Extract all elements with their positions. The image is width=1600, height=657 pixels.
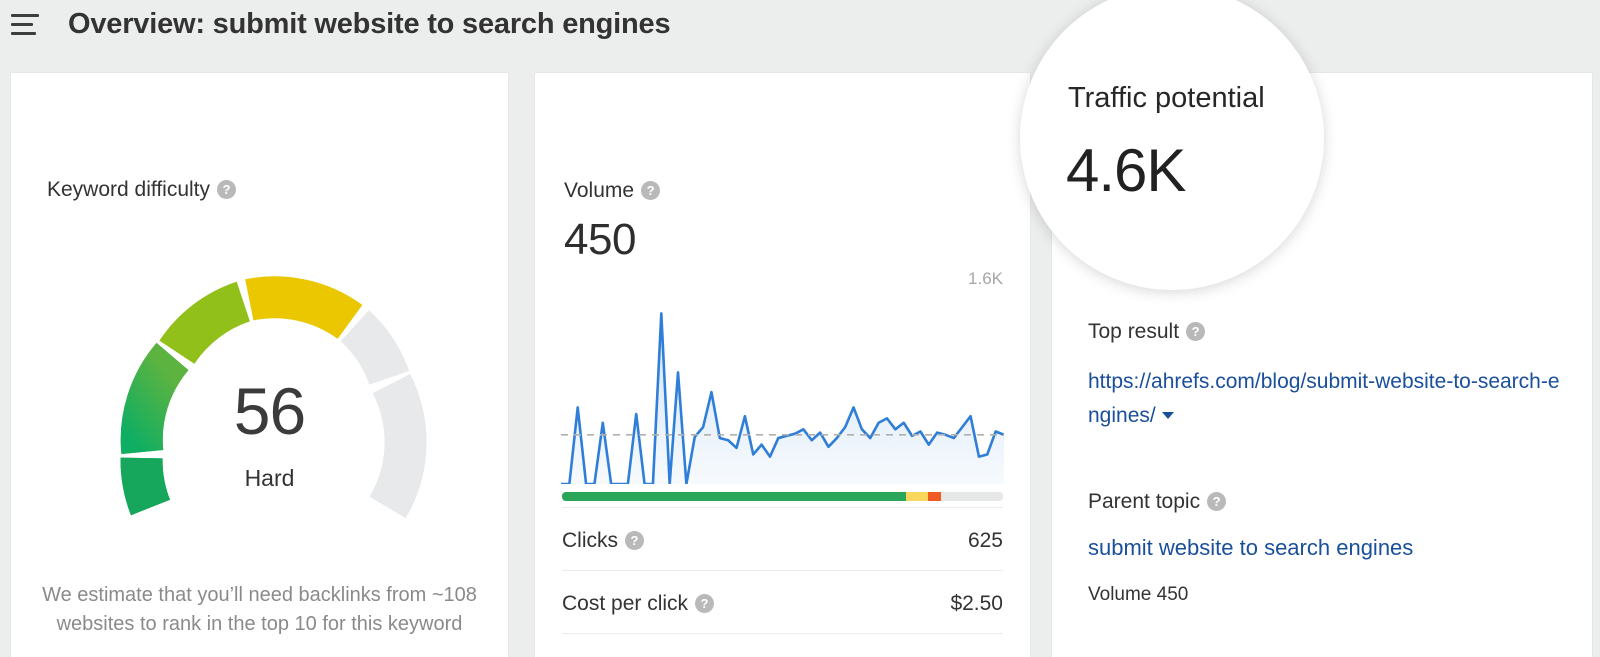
metric-value: 625 (967, 529, 1003, 552)
help-icon[interactable]: ? (217, 180, 237, 199)
keyword-difficulty-card: Keyword difficulty? (11, 73, 508, 657)
difficulty-gauge: 56 Hard (97, 253, 442, 519)
keyword-difficulty-label: Keyword difficulty? (47, 178, 237, 202)
volume-label-text: Volume (564, 179, 635, 202)
parent-topic-link[interactable]: submit website to search engines (1088, 535, 1414, 560)
gauge-seg-3 (159, 281, 251, 365)
top-result-label-text: Top result (1088, 320, 1180, 343)
metric-row: Clicks per search? 1.46 (562, 633, 1003, 657)
help-icon[interactable]: ? (625, 531, 644, 550)
parent-topic-volume: Volume 450 (1088, 584, 1189, 605)
top-result-label: Top result? (1088, 320, 1206, 344)
volume-card: Volume? 450 1.6K Clicks? 625 (535, 73, 1030, 657)
parent-topic-label-text: Parent topic (1088, 490, 1201, 513)
sparkline-svg (561, 312, 1005, 486)
parent-topic-label: Parent topic? (1088, 490, 1227, 514)
metric-value: $2.50 (950, 592, 1003, 615)
metric-label-text: Clicks per search (562, 655, 723, 657)
gauge-svg (120, 276, 427, 519)
sparkline-path (561, 312, 1005, 486)
clicks-distribution-bar (562, 492, 1003, 501)
metric-label: Clicks per search? (562, 655, 749, 657)
volume-value: 450 (564, 215, 636, 264)
hamburger-line (11, 14, 39, 17)
metric-label: Cost per click? (562, 592, 715, 616)
hamburger-line (11, 32, 36, 35)
sparkline-area (561, 313, 1004, 484)
clicks-bar-segment-paid (905, 492, 929, 501)
volume-label: Volume? (564, 179, 661, 203)
traffic-potential-card: Traffic potential 4.6K Top result? https… (1052, 73, 1592, 657)
chevron-down-icon[interactable] (1161, 412, 1174, 419)
help-icon[interactable]: ? (641, 181, 661, 200)
difficulty-score: 56 (233, 374, 306, 448)
clicks-bar-segment-no-click (928, 492, 942, 501)
difficulty-note: We estimate that you’ll need backlinks f… (42, 584, 477, 635)
metric-value: 1.46 (962, 655, 1003, 657)
gauge-seg-5 (340, 310, 410, 386)
difficulty-rating: Hard (244, 465, 295, 491)
hamburger-line (11, 23, 33, 26)
help-icon[interactable]: ? (695, 594, 715, 613)
top-result-url-text: https://ahrefs.com/blog/submit-website-t… (1088, 370, 1560, 427)
help-icon[interactable]: ? (1207, 492, 1227, 511)
magnifier-lens: Traffic potential 4.6K (1020, 0, 1324, 290)
volume-sparkline-chart (561, 309, 1005, 486)
help-icon[interactable]: ? (1186, 322, 1206, 341)
metric-label: Clicks? (562, 529, 644, 553)
top-result-link[interactable]: https://ahrefs.com/blog/submit-website-t… (1088, 365, 1568, 433)
hamburger-icon[interactable] (11, 14, 39, 38)
page-title: Overview: submit website to search engin… (68, 8, 671, 40)
metric-label-text: Cost per click (562, 592, 689, 615)
magnifier-title: Traffic potential (1068, 82, 1265, 114)
metric-label-text: Clicks (562, 529, 618, 552)
magnifier-value: 4.6K (1066, 137, 1186, 204)
metric-row: Clicks? 625 (562, 507, 1003, 571)
page-header: Overview: submit website to search engin… (0, 0, 1600, 62)
clicks-bar-segment-organic (562, 492, 906, 501)
metric-row: Cost per click? $2.50 (562, 570, 1003, 634)
keyword-difficulty-label-text: Keyword difficulty (47, 178, 211, 201)
gauge-seg-4 (245, 276, 363, 340)
gauge-seg-6 (369, 374, 427, 519)
volume-axis-max: 1.6K (968, 269, 1003, 288)
clicks-bar-segment-remainder (941, 492, 1003, 501)
